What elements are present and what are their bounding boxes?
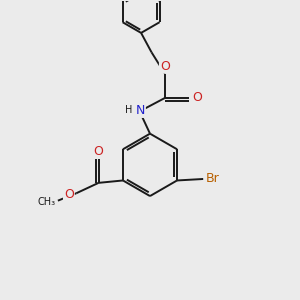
Text: O: O [94,145,103,158]
Text: CH₃: CH₃ [38,197,56,207]
Text: O: O [160,60,170,73]
Text: N: N [136,104,145,117]
Text: Br: Br [206,172,220,185]
Text: O: O [64,188,74,201]
Text: H: H [124,106,132,116]
Text: O: O [193,91,202,103]
